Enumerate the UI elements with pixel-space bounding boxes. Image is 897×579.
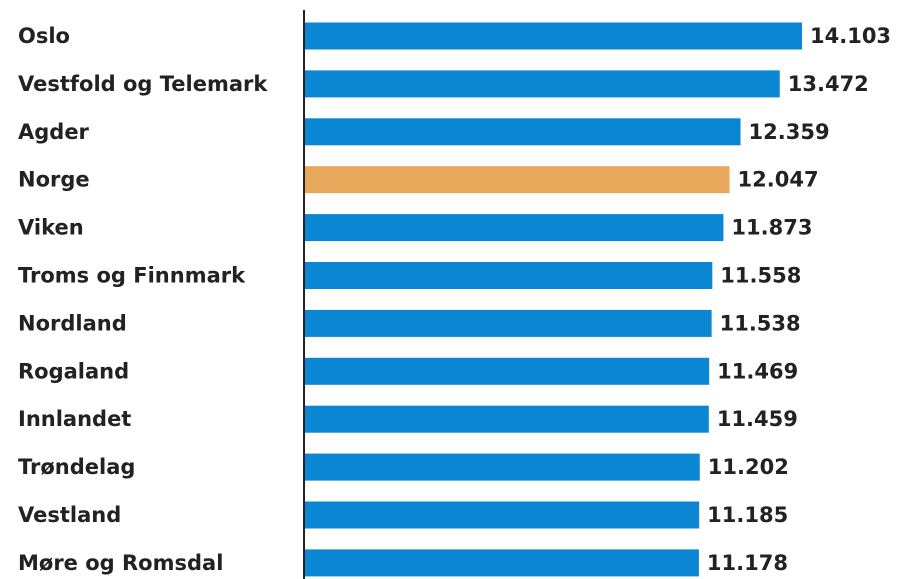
category-label: Vestfold og Telemark bbox=[18, 72, 268, 96]
bar bbox=[305, 501, 700, 529]
value-label: 12.359 bbox=[749, 120, 830, 144]
category-label: Møre og Romsdal bbox=[18, 551, 223, 575]
value-label: 11.469 bbox=[717, 359, 798, 383]
value-label: 11.538 bbox=[720, 311, 801, 335]
category-label: Agder bbox=[18, 120, 90, 144]
value-label: 11.558 bbox=[720, 264, 801, 288]
bar bbox=[305, 549, 699, 577]
category-label: Rogaland bbox=[18, 359, 129, 383]
value-label: 14.103 bbox=[810, 24, 891, 48]
category-label: Viken bbox=[18, 216, 84, 240]
bar bbox=[305, 70, 780, 98]
bar bbox=[305, 262, 713, 289]
category-label: Vestland bbox=[18, 503, 121, 527]
category-label: Trøndelag bbox=[18, 455, 135, 479]
bar bbox=[305, 405, 709, 433]
bar bbox=[305, 166, 730, 194]
bar bbox=[305, 118, 741, 146]
category-label: Troms og Finnmark bbox=[18, 264, 246, 288]
value-label: 12.047 bbox=[738, 168, 819, 192]
value-label: 11.202 bbox=[708, 455, 789, 479]
bar bbox=[305, 214, 724, 242]
value-label: 11.459 bbox=[717, 407, 798, 431]
category-label: Norge bbox=[18, 168, 90, 192]
value-label: 13.472 bbox=[788, 72, 869, 96]
bar bbox=[305, 309, 712, 337]
category-label: Oslo bbox=[18, 24, 70, 48]
bar bbox=[305, 22, 802, 50]
value-label: 11.873 bbox=[731, 216, 812, 240]
value-label: 11.185 bbox=[707, 503, 788, 527]
category-label: Nordland bbox=[18, 311, 127, 335]
value-label: 11.178 bbox=[707, 551, 788, 575]
bar bbox=[305, 357, 710, 385]
category-label: Innlandet bbox=[18, 407, 131, 431]
bar bbox=[305, 453, 700, 481]
